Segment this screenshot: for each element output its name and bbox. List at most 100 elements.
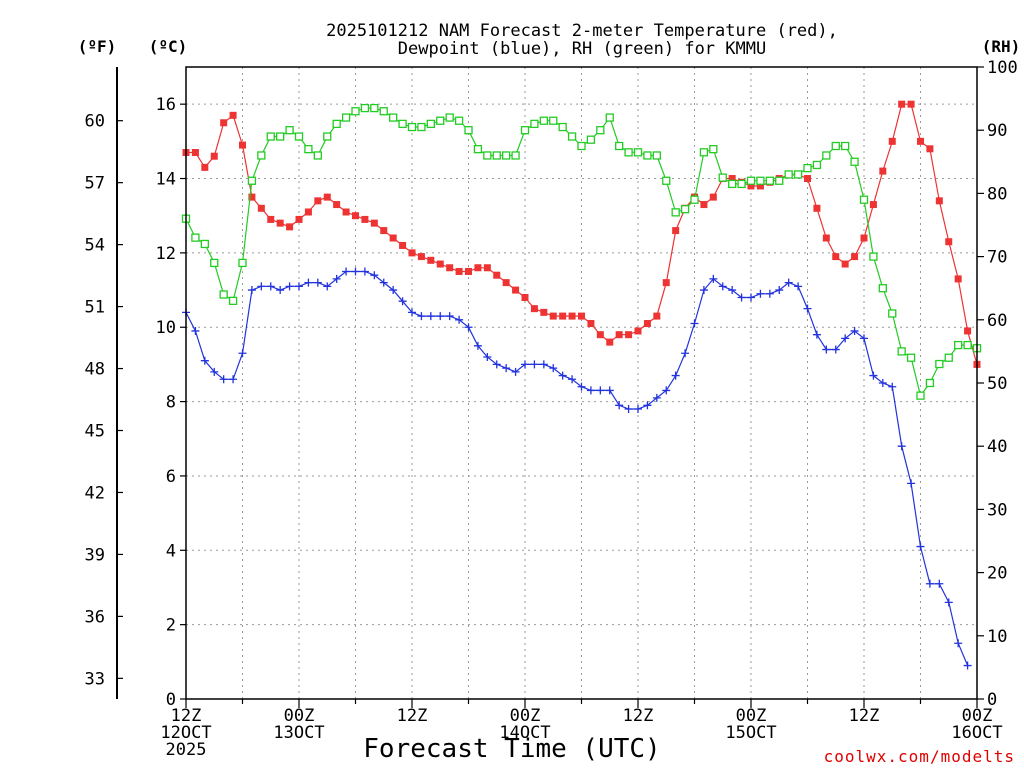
rh-point — [746, 176, 756, 185]
rh-point — [417, 122, 426, 132]
temperature-point — [521, 293, 529, 301]
temperature-point — [578, 312, 585, 320]
time-tick-label: 00Z — [284, 706, 315, 726]
dewpoint-point — [558, 371, 567, 380]
time-tick-label: 00Z — [962, 706, 993, 726]
rh-tick-label: 40 — [987, 437, 1007, 457]
fahrenheit-tick-label: 36 — [85, 607, 105, 627]
temperature-point — [417, 253, 425, 261]
celsius-tick-label: 6 — [166, 467, 176, 487]
rh-point — [812, 160, 822, 170]
temperature-point — [408, 249, 416, 257]
temperature-point — [191, 149, 199, 157]
celsius-tick-label: 4 — [166, 541, 176, 561]
celsius-tick-label: 2 — [166, 616, 176, 636]
dewpoint-point — [511, 367, 520, 376]
dewpoint-point — [304, 278, 313, 287]
temperature-point — [474, 264, 482, 272]
temperature-point — [304, 208, 312, 216]
dewpoint-point — [869, 371, 878, 380]
rh-point — [709, 145, 718, 154]
dewpoint-point — [539, 360, 548, 369]
dewpoint-point — [634, 405, 642, 414]
temperature-point — [841, 260, 849, 268]
dewpoint-point — [841, 334, 850, 343]
dewpoint-point — [342, 267, 351, 276]
rh-unit-label: (RH) — [982, 37, 1021, 56]
dewpoint-point — [351, 267, 360, 276]
dewpoint-point — [681, 349, 690, 358]
rh-axis: 0 10 20 30 40 50 60 70 80 90 100 — [977, 58, 1018, 710]
rh-point — [389, 113, 398, 122]
fahrenheit-unit-label: (ºF) — [78, 37, 117, 56]
time-tick-label: 00Z — [510, 706, 541, 726]
rh-point — [728, 179, 737, 189]
dewpoint-point — [492, 360, 501, 369]
dewpoint-point — [426, 312, 435, 321]
temperature-point — [361, 215, 369, 223]
dewpoint-point — [568, 375, 577, 384]
dewpoint-point — [276, 286, 285, 295]
dewpoint-point — [455, 315, 464, 324]
time-tick-label: 12Z — [849, 706, 880, 726]
time-tick-label: 12Z — [171, 706, 202, 726]
temperature-point — [493, 271, 501, 279]
dewpoint-point — [379, 278, 388, 287]
temperature-point — [210, 152, 218, 160]
dewpoint-point — [586, 386, 595, 395]
celsius-tick-label: 16 — [156, 95, 176, 115]
dewpoint-point — [445, 312, 454, 321]
rh-point — [492, 151, 501, 160]
dewpoint-point — [295, 282, 303, 291]
rh-point — [210, 258, 219, 268]
rh-point — [464, 126, 473, 135]
dewpoint-point — [370, 271, 379, 280]
dewpoint-point — [615, 401, 624, 410]
temperature-point — [352, 212, 359, 220]
celsius-tick-label: 10 — [156, 318, 176, 338]
dewpoint-point — [530, 360, 539, 369]
rh-tick-label: 0 — [987, 690, 997, 710]
fahrenheit-tick-label: 54 — [85, 236, 105, 256]
chart-title-line-1: 2025101212 NAM Forecast 2-meter Temperat… — [326, 21, 838, 41]
dewpoint-point — [323, 282, 332, 291]
rh-point — [294, 132, 304, 141]
dewpoint-point — [247, 286, 256, 295]
rh-point — [266, 132, 275, 141]
temperature-point — [342, 208, 350, 216]
rh-tick-label: 50 — [987, 374, 1007, 394]
temperature-point — [267, 215, 275, 223]
dewpoint-point — [229, 375, 238, 384]
temperature-point — [672, 227, 680, 235]
time-tick-label: 12OCT — [160, 723, 211, 743]
rh-point — [586, 135, 596, 144]
temperature-point — [954, 275, 962, 283]
rh-point — [793, 170, 803, 179]
rh-point — [643, 151, 652, 160]
celsius-axis: 0 2 4 6 8 10 12 14 16 — [156, 95, 186, 710]
temperature-point — [625, 331, 633, 339]
temperature-point — [559, 312, 567, 320]
dewpoint-point — [954, 639, 963, 648]
temperature-point — [869, 201, 877, 209]
rh-point — [454, 116, 464, 125]
dewpoint-series — [182, 267, 972, 670]
dewpoint-point — [662, 386, 671, 395]
temperature-point — [483, 264, 491, 272]
rh-tick-label: 70 — [987, 248, 1007, 268]
dewpoint-point — [671, 371, 680, 380]
temperature-point — [662, 279, 670, 287]
dewpoint-point — [860, 334, 868, 343]
temperature-point — [512, 286, 520, 294]
rh-point — [888, 309, 897, 318]
temperature-point — [380, 227, 388, 235]
rh-point — [680, 205, 690, 214]
dewpoint-point — [803, 304, 812, 313]
time-tick-label: 00Z — [736, 706, 767, 726]
rh-point — [370, 103, 379, 113]
dewpoint-point — [332, 274, 341, 283]
rh-point — [567, 132, 577, 141]
rh-point — [238, 258, 247, 268]
rh-point — [963, 340, 972, 350]
